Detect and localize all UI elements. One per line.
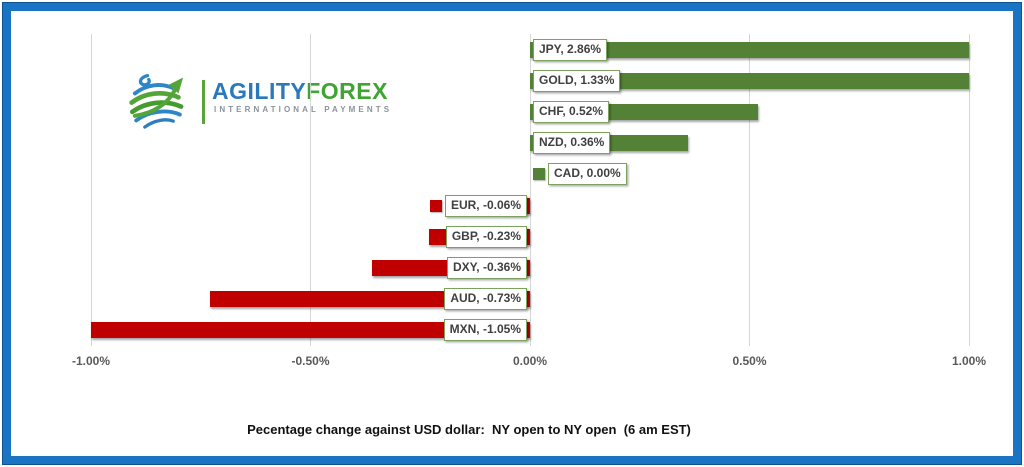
data-label-box-nzd: NZD, 0.36% — [533, 132, 611, 155]
data-label-box-cad: CAD, 0.00% — [548, 163, 627, 186]
logo-brand-text: AGILITYFOREX — [212, 78, 388, 105]
logo-tagline: INTERNATIONAL PAYMENTS — [214, 105, 393, 114]
data-label-jpy: JPY, 2.86% — [533, 38, 608, 61]
plot-area: JPY, 2.86% GOLD, 1.33% CHF, 0.52% NZD, 0.36… — [90, 34, 970, 346]
x-tick-0.00%: 0.00% — [512, 354, 548, 368]
gridline-1.00% — [968, 34, 970, 346]
data-label-eur: EUR, -0.06% — [429, 194, 527, 217]
gridline--0.50% — [310, 34, 311, 346]
data-label-box-mxn: MXN, -1.05% — [443, 319, 527, 342]
data-label-chf: CHF, 0.52% — [533, 101, 610, 123]
data-label-gold: GOLD, 1.33% — [533, 69, 621, 92]
agilityforex-logo: AGILITYFOREX INTERNATIONAL PAYMENTS — [127, 67, 407, 137]
data-label-box-chf: CHF, 0.52% — [533, 101, 610, 123]
logo-brand-agility: AGILITY — [212, 78, 307, 104]
bar-mxn — [91, 322, 530, 339]
bar-jpy — [530, 41, 969, 58]
x-tick--0.50%: -0.50% — [291, 354, 330, 368]
x-tick-1.00%: 1.00% — [951, 354, 987, 368]
data-label-box-eur: EUR, -0.06% — [444, 194, 527, 217]
logo-divider — [202, 80, 205, 124]
x-tick-0.50%: 0.50% — [732, 354, 767, 368]
data-label-gbp: GBP, -0.23% — [445, 225, 527, 248]
x-axis-tick-labels: -1.00% -0.50% 0.00% 0.50% 1.00% — [11, 354, 1024, 372]
arrow-head — [168, 77, 184, 94]
data-label-dxy: DXY, -0.36% — [446, 257, 527, 279]
chart-title: Pecentage change against USD dollar: NY … — [247, 422, 691, 437]
globe-with-arrow-icon — [129, 73, 184, 129]
data-label-nzd: NZD, 0.36% — [533, 132, 611, 155]
data-label-box-dxy: DXY, -0.36% — [446, 257, 527, 279]
data-label-mxn: MXN, -1.05% — [443, 319, 527, 342]
data-label-box-gbp: GBP, -0.23% — [445, 225, 527, 248]
data-label-box-gold: GOLD, 1.33% — [533, 69, 621, 92]
gridline-0.00% — [529, 34, 531, 346]
data-label-cad: CAD, 0.00% — [533, 163, 627, 186]
logo-brand-forex: FOREX — [306, 78, 388, 104]
gridline-0.50% — [749, 34, 750, 346]
legend-key-eur — [429, 199, 442, 212]
gridline--1.00% — [90, 34, 92, 346]
bar-gold — [530, 72, 969, 89]
data-label-box-jpy: JPY, 2.86% — [533, 38, 608, 61]
data-label-aud: AUD, -0.73% — [444, 288, 527, 311]
legend-key-cad — [533, 168, 545, 181]
data-label-box-aud: AUD, -0.73% — [444, 288, 527, 311]
x-tick--1.00%: -1.00% — [71, 354, 111, 368]
